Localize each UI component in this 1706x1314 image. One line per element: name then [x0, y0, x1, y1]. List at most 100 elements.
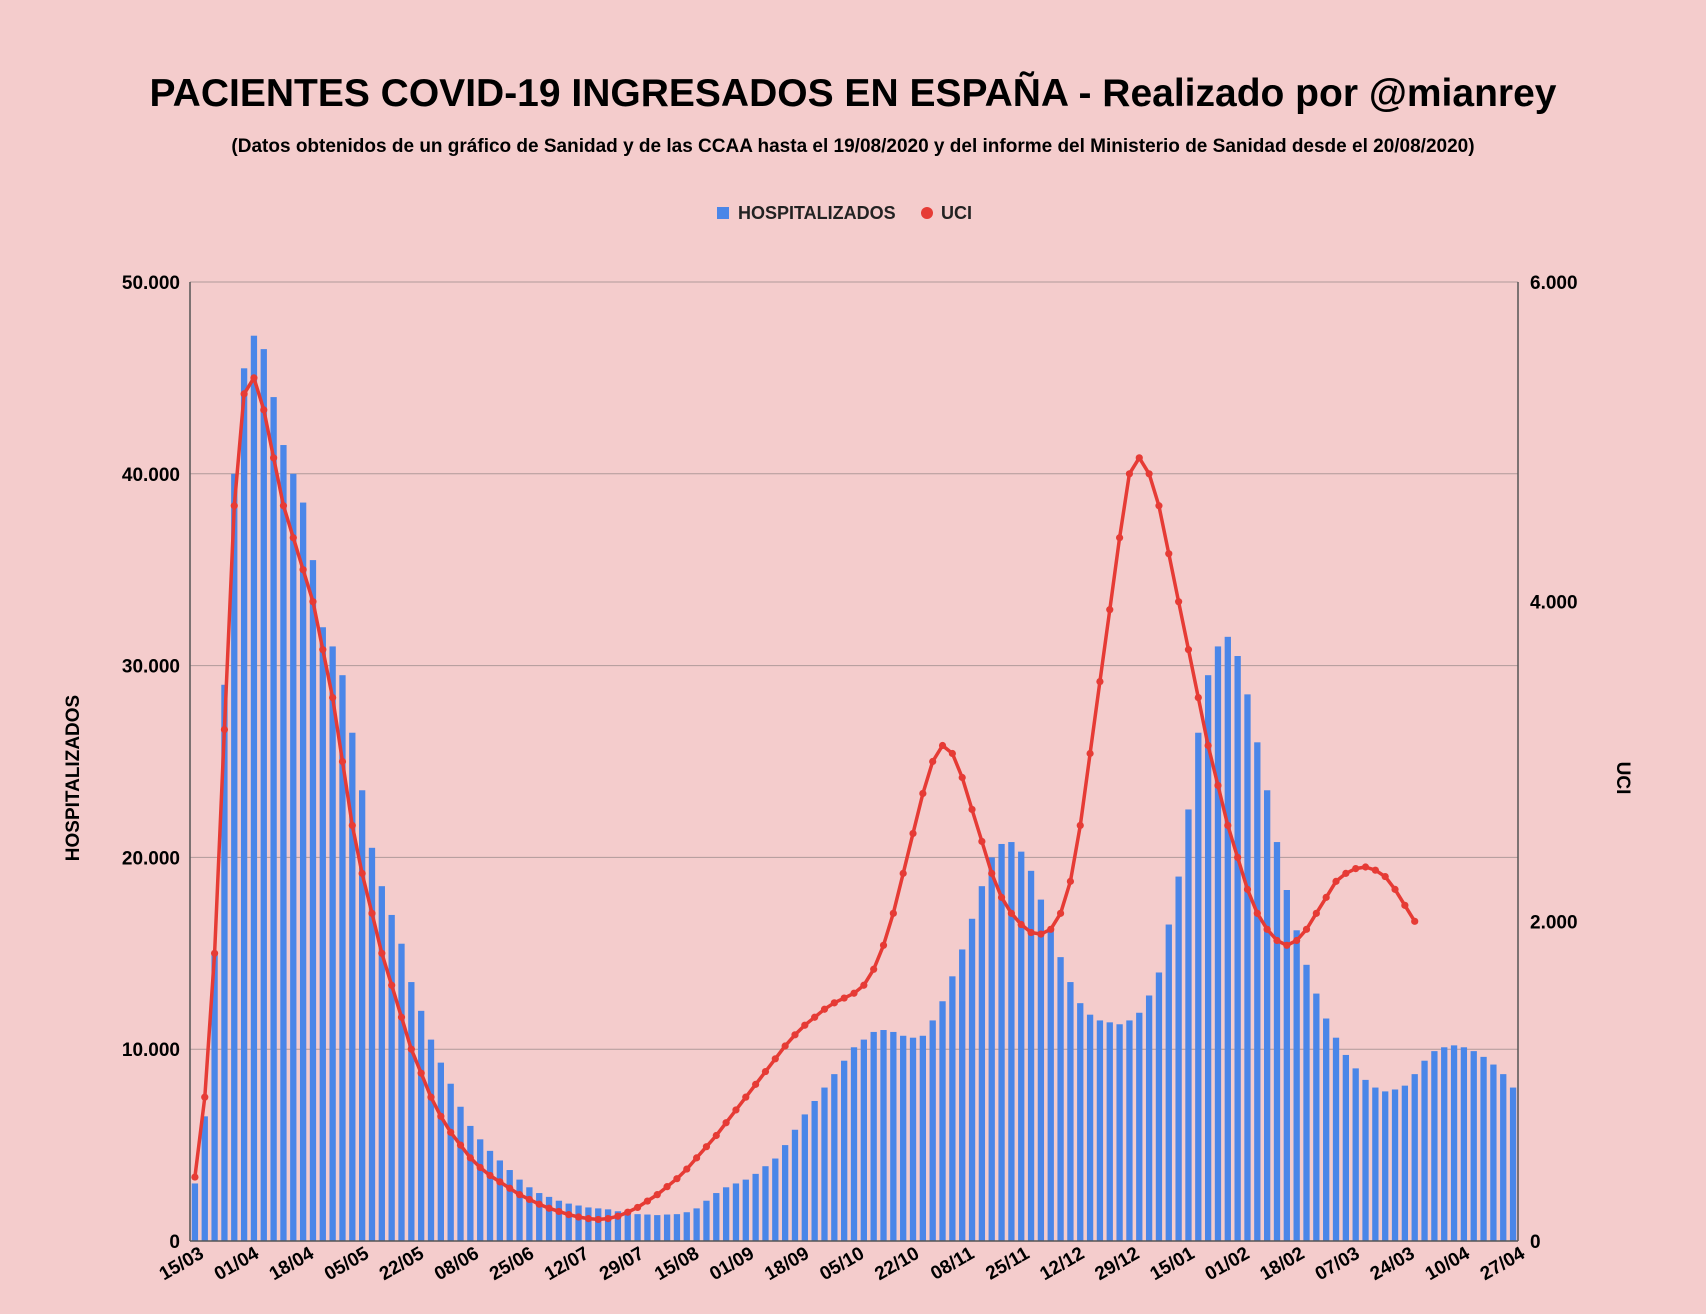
- point-uci: [929, 757, 937, 766]
- bar-hospitalizados: [1155, 972, 1163, 1241]
- point-uci: [938, 741, 947, 750]
- x-tick-label: 29/07: [596, 1243, 648, 1285]
- point-uci: [289, 534, 297, 542]
- bar-hospitalizados: [1136, 1012, 1143, 1241]
- x-tick-label: 25/06: [486, 1243, 538, 1285]
- point-uci: [1352, 864, 1360, 873]
- x-tick-label: 15/01: [1147, 1243, 1199, 1285]
- x-tick-label: 18/02: [1257, 1243, 1309, 1285]
- x-tick-label: 22/10: [871, 1243, 923, 1285]
- bar-hospitalizados: [1332, 1037, 1340, 1241]
- y-tick-labels: 0 10.000 20.000 30.000 40.000 50.000: [122, 273, 180, 1253]
- bar-hospitalizados: [1047, 930, 1054, 1241]
- bar-hospitalizados: [978, 886, 986, 1241]
- point-uci: [299, 566, 307, 574]
- x-tick-labels: 15/03 01/04 18/04 05/05 22/05 08/06 25/06 12/07…: [156, 1243, 1529, 1285]
- bar-hospitalizados: [732, 1183, 740, 1241]
- bar-hospitalizados: [1165, 924, 1172, 1241]
- bar-hospitalizados: [545, 1196, 553, 1241]
- point-uci: [604, 1215, 612, 1223]
- x-tick-label: 12/07: [541, 1243, 593, 1285]
- bar-hospitalizados: [418, 1010, 425, 1241]
- x-tick-label: 18/09: [761, 1243, 813, 1285]
- point-uci: [958, 773, 966, 782]
- bar-hospitalizados: [683, 1212, 690, 1241]
- bar-hospitalizados: [900, 1035, 907, 1241]
- point-uci: [633, 1203, 642, 1212]
- point-uci: [574, 1213, 583, 1221]
- bar-series-hospitalizados: [191, 335, 1517, 1242]
- point-uci: [1194, 693, 1202, 702]
- bar-hospitalizados: [457, 1106, 464, 1241]
- y-tick-label: 0: [169, 1232, 180, 1253]
- point-uci: [309, 598, 317, 606]
- point-uci: [899, 869, 907, 877]
- point-uci: [889, 909, 897, 917]
- bar-hospitalizados: [1254, 742, 1261, 1241]
- point-uci: [968, 805, 976, 814]
- bar-hospitalizados: [1244, 694, 1251, 1241]
- bar-hospitalizados: [1509, 1087, 1517, 1241]
- bar-hospitalizados: [870, 1031, 877, 1241]
- bar-hospitalizados: [949, 976, 956, 1241]
- bar-hospitalizados: [260, 349, 267, 1241]
- bar-hospitalizados: [378, 886, 385, 1241]
- point-uci: [1293, 936, 1301, 945]
- bar-hospitalizados: [1313, 993, 1320, 1241]
- bar-hospitalizados: [467, 1125, 474, 1241]
- bar-hospitalizados: [1352, 1068, 1359, 1241]
- legend: HOSPITALIZADOS UCI: [717, 203, 972, 223]
- point-uci: [584, 1215, 593, 1223]
- point-uci: [486, 1171, 494, 1180]
- point-uci: [1165, 550, 1173, 558]
- point-uci: [722, 1119, 730, 1127]
- bar-hospitalizados: [1214, 646, 1222, 1241]
- point-uci: [1066, 877, 1075, 885]
- point-uci: [555, 1207, 563, 1216]
- point-uci: [417, 1069, 425, 1077]
- point-uci: [348, 821, 356, 830]
- point-uci: [1273, 936, 1281, 945]
- bar-hospitalizados: [1175, 876, 1182, 1241]
- bar-hospitalizados: [1077, 1003, 1084, 1241]
- bar-hospitalizados: [811, 1100, 818, 1241]
- point-uci: [476, 1163, 484, 1172]
- point-uci: [388, 981, 396, 989]
- bar-hospitalizados: [831, 1074, 838, 1241]
- point-uci: [250, 374, 258, 382]
- x-tick-label: 01/09: [706, 1243, 758, 1285]
- point-uci: [220, 725, 229, 734]
- point-uci: [456, 1141, 465, 1149]
- point-uci: [1243, 885, 1252, 893]
- y-tick-label: 40.000: [122, 465, 180, 486]
- x-tick-label: 25/11: [982, 1243, 1033, 1285]
- bar-hospitalizados: [909, 1037, 917, 1241]
- bar-hospitalizados: [703, 1200, 710, 1241]
- bar-hospitalizados: [585, 1207, 592, 1241]
- bar-hospitalizados: [359, 790, 366, 1241]
- point-uci: [1322, 893, 1330, 901]
- bar-hospitalizados: [1382, 1091, 1389, 1241]
- bar-hospitalizados: [250, 335, 258, 1242]
- bar-hospitalizados: [1450, 1045, 1458, 1241]
- point-uci: [712, 1131, 720, 1140]
- bar-hospitalizados: [624, 1213, 631, 1241]
- x-tick-label: 18/04: [266, 1243, 318, 1285]
- bar-hospitalizados: [1106, 1022, 1113, 1241]
- x-tick-label: 10/04: [1422, 1243, 1474, 1285]
- point-uci: [230, 502, 238, 510]
- bar-hospitalizados: [329, 646, 336, 1241]
- point-uci: [191, 1173, 199, 1181]
- point-uci: [466, 1154, 474, 1162]
- bar-hospitalizados: [1096, 1020, 1104, 1241]
- bar-hospitalizados: [309, 560, 317, 1241]
- bar-hospitalizados: [1116, 1024, 1123, 1241]
- bar-hospitalizados: [368, 847, 376, 1241]
- bar-hospitalizados: [231, 473, 238, 1241]
- bar-hospitalizados: [191, 1183, 199, 1241]
- point-uci: [496, 1178, 504, 1186]
- x-tick-label: 01/02: [1202, 1243, 1254, 1285]
- point-uci: [338, 757, 347, 766]
- point-uci: [240, 390, 248, 398]
- bar-hospitalizados: [280, 445, 287, 1241]
